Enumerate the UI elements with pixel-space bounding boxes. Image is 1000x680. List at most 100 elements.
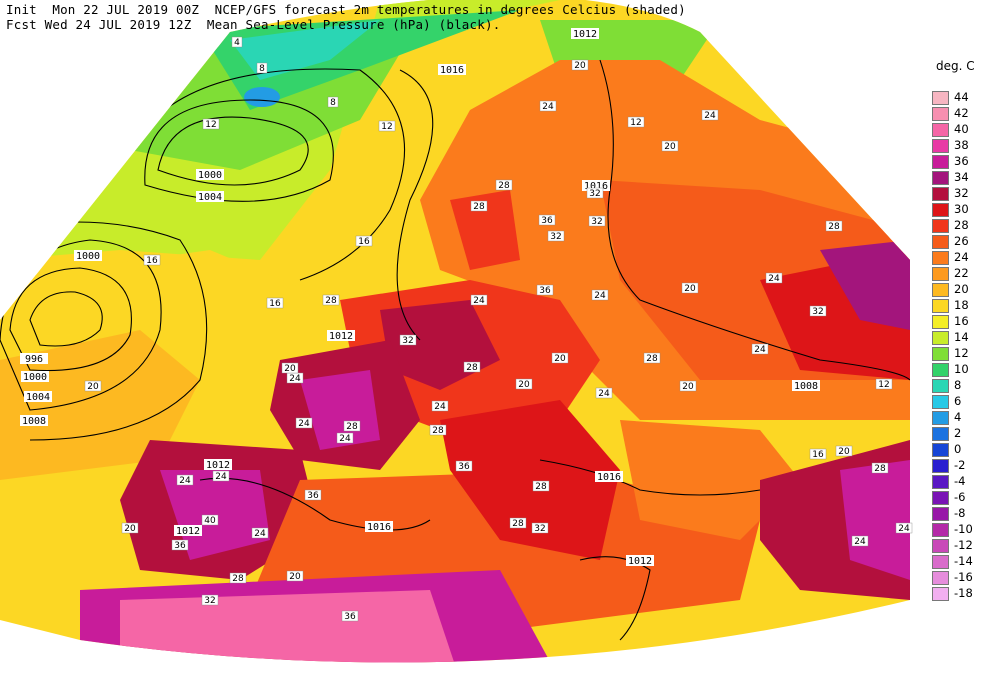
- temp-label-bg: [588, 215, 606, 227]
- legend-swatch: [932, 507, 949, 521]
- isobar-line: [599, 59, 910, 381]
- temp-label-bg: [202, 118, 220, 130]
- temp-label-bg: [251, 527, 269, 539]
- isobar-line: [199, 477, 431, 531]
- isobar-label-bg: [204, 459, 232, 470]
- legend-swatch: [932, 411, 949, 425]
- legend-label: 24: [954, 250, 969, 264]
- temp-label: 20: [124, 524, 136, 534]
- legend-label: 36: [954, 154, 969, 168]
- temp-label-bg: [531, 522, 549, 534]
- temp-field-italy-balkans: [440, 400, 620, 560]
- temp-label: 12: [205, 120, 216, 130]
- legend-swatch: [932, 571, 949, 585]
- temp-label-bg: [495, 179, 513, 191]
- legend-swatch: [932, 139, 949, 153]
- temp-label: 24: [179, 476, 191, 486]
- temp-label: 16: [146, 256, 158, 266]
- temp-label: 32: [534, 524, 545, 534]
- isobar-label: 1016: [584, 181, 608, 192]
- temperature-legend: deg. C 44 42 40 38 36 34 32 30 28 26 24 22 20 18 16 14 1…: [932, 55, 994, 615]
- temp-label-bg: [201, 514, 219, 526]
- temp-label: 24: [289, 374, 301, 384]
- isobar-label: 996: [25, 354, 43, 365]
- temp-label: 28: [512, 519, 524, 529]
- isobar-line: [539, 459, 761, 496]
- temp-label-bg: [176, 474, 194, 486]
- temp-label-bg: [171, 539, 189, 551]
- legend-label: 32: [954, 186, 969, 200]
- legend-swatch: [932, 91, 949, 105]
- temp-label-bg: [681, 282, 699, 294]
- legend-label: -16: [954, 570, 973, 584]
- temp-label: 32: [812, 307, 823, 317]
- temp-label-bg: [809, 448, 827, 460]
- temp-label-bg: [470, 200, 488, 212]
- legend-swatch: [932, 427, 949, 441]
- legend-label: 0: [954, 442, 962, 456]
- temp-label: 24: [339, 434, 351, 444]
- temp-label-bg: [378, 120, 396, 132]
- legend-swatch: [932, 235, 949, 249]
- temp-label: 28: [874, 464, 886, 474]
- temp-label: 16: [358, 237, 370, 247]
- isobar-line: [157, 116, 309, 186]
- temp-label: 36: [539, 286, 551, 296]
- temp-label-bg: [304, 489, 322, 501]
- temp-label-bg: [455, 460, 473, 472]
- isobar-line: [579, 556, 651, 641]
- isobar-label-bg: [626, 555, 654, 566]
- legend-swatch: [932, 347, 949, 361]
- temp-field-sweden: [450, 190, 520, 270]
- temp-label-bg: [536, 284, 554, 296]
- temp-label-bg: [571, 59, 589, 71]
- temp-label-bg: [343, 420, 361, 432]
- isobar-label: 1012: [206, 460, 230, 471]
- temp-label-bg: [751, 343, 769, 355]
- temp-field-kazakh: [820, 240, 910, 330]
- temp-label: 36: [541, 216, 553, 226]
- legend-swatch: [932, 299, 949, 313]
- temp-label: 24: [298, 419, 310, 429]
- legend-label: -6: [954, 490, 966, 504]
- legend-swatch: [932, 491, 949, 505]
- temp-label: 28: [828, 222, 840, 232]
- temp-label-bg: [586, 187, 604, 199]
- isobar-label-bg: [438, 64, 466, 75]
- temp-label-bg: [509, 517, 527, 529]
- temp-label-bg: [515, 378, 533, 390]
- legend-swatch: [932, 363, 949, 377]
- temp-label: 16: [269, 299, 281, 309]
- temp-label: 20: [284, 364, 296, 374]
- temp-label: 20: [574, 61, 586, 71]
- temp-label: 20: [684, 284, 696, 294]
- legend-label: 8: [954, 378, 962, 392]
- legend-swatch: [932, 171, 949, 185]
- legend-label: 10: [954, 362, 969, 376]
- temp-label: 12: [878, 380, 889, 390]
- temp-label-bg: [591, 289, 609, 301]
- legend-label: 12: [954, 346, 969, 360]
- legend-swatch: [932, 475, 949, 489]
- temp-label: 20: [518, 380, 530, 390]
- isobar-label-bg: [174, 525, 202, 536]
- temp-label: 40: [204, 516, 216, 526]
- isobar-label: 1000: [76, 251, 100, 262]
- temp-label: 4: [234, 38, 240, 48]
- temp-label-bg: [212, 470, 230, 482]
- temp-label-bg: [875, 378, 893, 390]
- legend-label: 20: [954, 282, 969, 296]
- temp-label-bg: [701, 109, 719, 121]
- temp-label: 24: [598, 389, 610, 399]
- temp-label: 8: [330, 98, 336, 108]
- temp-label: 12: [630, 118, 641, 128]
- legend-label: 28: [954, 218, 969, 232]
- isobar-label: 1008: [22, 416, 46, 427]
- legend-swatch: [932, 219, 949, 233]
- legend-swatch: [932, 123, 949, 137]
- legend-swatch: [932, 107, 949, 121]
- temp-label: 36: [174, 541, 186, 551]
- legend-swatch: [932, 379, 949, 393]
